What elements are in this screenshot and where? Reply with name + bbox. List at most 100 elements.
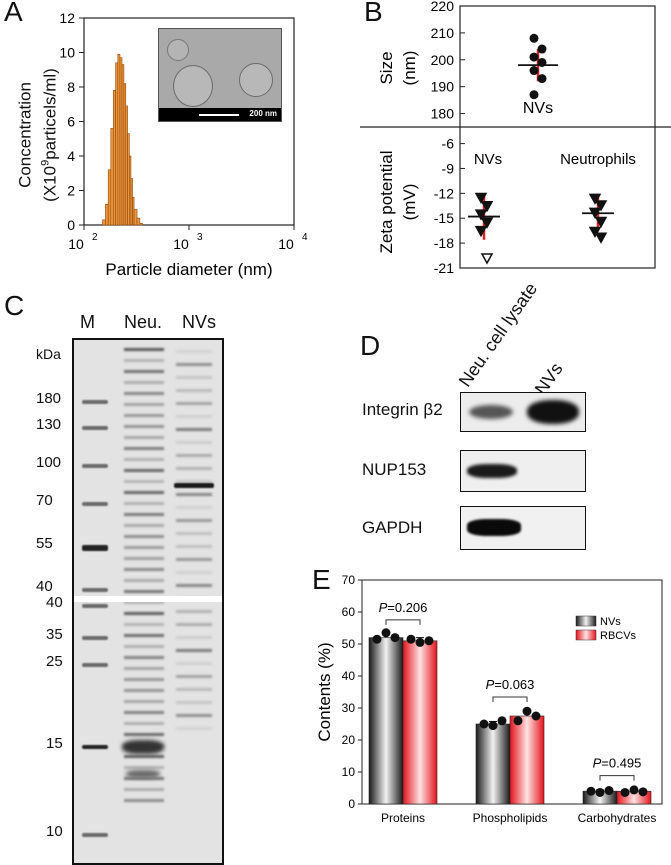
vesicle-right xyxy=(239,63,273,97)
neu-lane-band xyxy=(124,513,164,516)
neu-lane-band xyxy=(124,414,164,417)
ladder-band xyxy=(82,502,108,506)
zeta-point xyxy=(594,232,608,244)
lane-label-marker: M xyxy=(80,312,95,332)
panel-b-chart: 180 190 200 210 220 -6 -9 -12 -15 -18 -21 Size (n… xyxy=(360,0,671,276)
e-y-tick-label: 60 xyxy=(342,605,356,619)
e-pvalue-label: P=0.206 xyxy=(379,600,428,615)
histogram-bar xyxy=(112,90,116,226)
neu-lane-band xyxy=(124,359,164,362)
nvs-lane-band xyxy=(176,415,212,418)
e-y-tick-label: 70 xyxy=(342,573,356,587)
panel-d-label: D xyxy=(360,330,381,361)
histogram-bar xyxy=(136,217,141,226)
nvs-lane-band xyxy=(176,389,212,392)
neu-lane-band xyxy=(124,447,164,450)
nvs-lane-band xyxy=(176,480,212,483)
zeta-tick-label: -9 xyxy=(442,160,455,176)
ladder-band xyxy=(82,545,108,551)
nvs-lane-band-80kda xyxy=(174,483,214,488)
e-data-point xyxy=(513,716,523,726)
zeta-point xyxy=(474,225,488,238)
ladder-band xyxy=(82,426,108,430)
e-data-point xyxy=(586,786,596,796)
legend-swatch-rbcvs xyxy=(575,629,597,641)
e-y-tick-label: 50 xyxy=(342,637,356,651)
neu-lane-band xyxy=(124,381,164,384)
neu-lane-band xyxy=(124,403,164,406)
neu-lane-band xyxy=(124,711,164,714)
nvs-lane-band xyxy=(176,467,212,470)
panel-c-label: C xyxy=(4,290,25,321)
nvs-lane-band xyxy=(176,454,212,457)
y-tick-label: 4 xyxy=(67,148,75,164)
legend-label-rbcvs: RBCVs xyxy=(600,630,637,642)
histogram-bar xyxy=(107,169,112,226)
e-data-point xyxy=(522,706,532,716)
nvs-lane-band xyxy=(176,350,212,353)
neu-lane-band xyxy=(124,579,164,582)
neu-lane-band xyxy=(124,392,164,395)
marker-label: 100 xyxy=(36,454,62,471)
size-point xyxy=(537,74,547,84)
size-axis-label: Size xyxy=(377,51,396,84)
zeta-group-label-neutrophils: Neutrophils xyxy=(560,151,636,168)
ladder-band xyxy=(82,833,108,837)
e-data-point xyxy=(424,636,434,646)
zeta-point xyxy=(480,253,494,265)
neu-lane-band xyxy=(124,370,164,373)
scalebar-text: 200 nm xyxy=(249,109,277,118)
zeta-tick-label: -6 xyxy=(442,136,455,152)
size-point xyxy=(529,33,539,43)
nvs-lane-band xyxy=(176,649,212,652)
neu-lane-band-13kda xyxy=(126,770,160,778)
neu-lane-band xyxy=(124,634,164,637)
nvs-lane-band xyxy=(176,636,212,639)
marker-label: 70 xyxy=(36,492,53,509)
ladder-band xyxy=(82,636,108,640)
neu-lane-band xyxy=(124,645,164,648)
x-tick-label: 10 xyxy=(68,236,84,252)
histogram-chart: 0 2 4 6 8 10 12 10 2 10 3 10 4 Particle diameter (n… xyxy=(59,10,308,279)
size-tick-label: 220 xyxy=(431,0,455,14)
histogram-bar xyxy=(139,222,143,226)
zeta-point xyxy=(594,216,608,229)
zeta-point xyxy=(588,226,602,239)
e-significance-bracket xyxy=(599,775,635,781)
blot-column-lysate: Neu. cell lysate xyxy=(454,278,542,391)
panel-b-label: B xyxy=(364,0,383,27)
neu-lane-band xyxy=(124,689,164,692)
neu-lane-band xyxy=(124,623,164,626)
vesicle-small xyxy=(167,39,189,61)
e-data-point xyxy=(497,716,507,726)
e-data-point xyxy=(372,634,382,644)
blot-row-gapdh: GAPDH xyxy=(362,518,423,537)
ladder-band xyxy=(82,663,108,667)
zeta-axis-label: Zeta potential xyxy=(377,150,396,253)
neu-lane-band xyxy=(124,436,164,439)
size-point xyxy=(529,52,539,62)
neu-lane-band xyxy=(124,733,164,736)
marker-label: 15 xyxy=(46,735,63,752)
e-data-point xyxy=(488,721,498,731)
e-y-tick-label: 0 xyxy=(348,797,355,811)
y-tick-label: 0 xyxy=(67,217,75,233)
band-gapdh-lysate xyxy=(467,519,521,536)
nvs-lane-band xyxy=(176,701,212,704)
blot-nup153 xyxy=(460,450,586,492)
band-nup153-lysate xyxy=(467,464,517,478)
e-data-point xyxy=(390,633,400,643)
x-axis-title: Particle diameter (nm) xyxy=(105,260,272,279)
neu-lane-band xyxy=(124,502,164,505)
e-y-tick-label: 40 xyxy=(342,669,356,683)
e-y-tick-label: 10 xyxy=(342,765,356,779)
panel-a-label: A xyxy=(4,0,23,27)
size-point xyxy=(529,66,539,76)
ladder-band xyxy=(82,588,108,592)
band-integrin-lysate xyxy=(469,405,513,419)
legend-swatch-nvs xyxy=(575,615,597,627)
e-data-point xyxy=(620,787,630,797)
x-tick-label: 10 xyxy=(278,236,294,252)
nvs-lane-band xyxy=(176,662,212,665)
y-tick-label: 8 xyxy=(67,79,75,95)
